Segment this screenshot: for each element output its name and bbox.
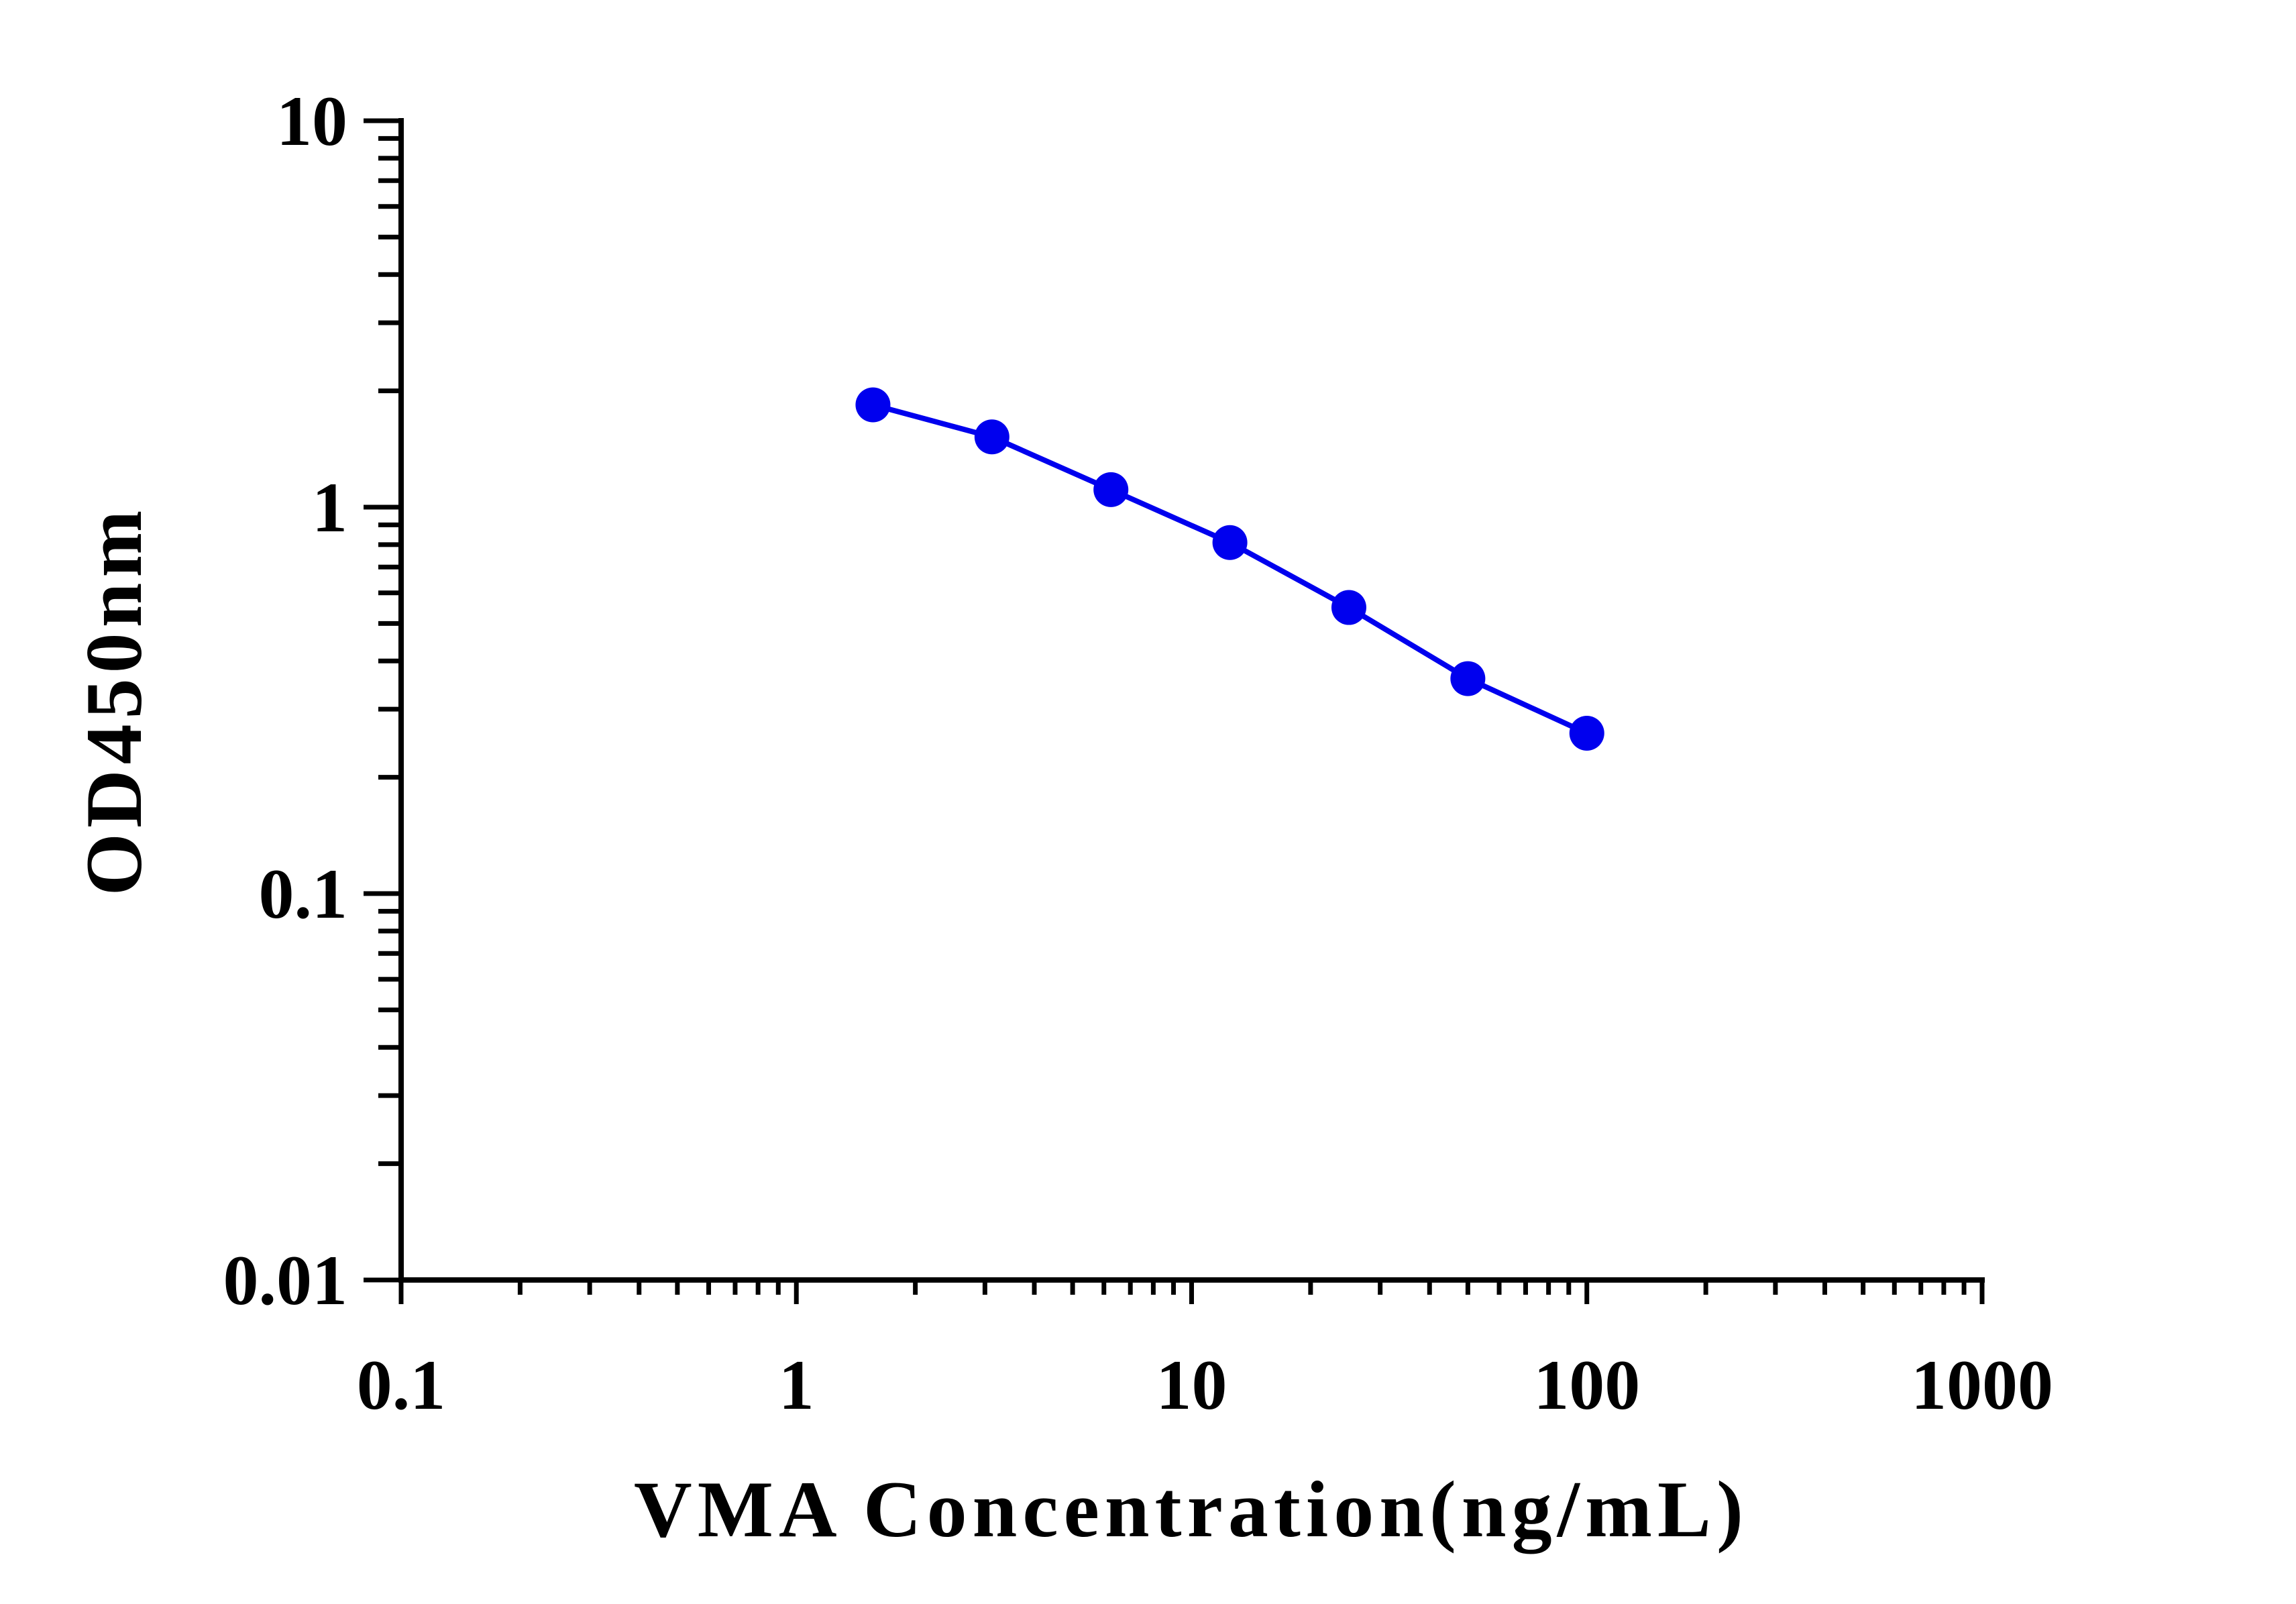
data-point — [1569, 715, 1604, 751]
y-tick-label: 0.1 — [259, 855, 348, 933]
ticks-layer — [364, 118, 1985, 1304]
x-tick-label: 1 — [779, 1346, 814, 1424]
data-point — [1331, 590, 1366, 625]
data-point — [974, 419, 1009, 455]
x-tick-label: 10 — [1156, 1346, 1227, 1424]
series-layer — [855, 387, 1604, 751]
y-tick-label: 10 — [276, 82, 347, 160]
x-tick-label: 0.1 — [357, 1346, 446, 1424]
x-tick-label: 100 — [1533, 1346, 1640, 1424]
y-tick-label: 1 — [312, 468, 347, 547]
x-axis-title: VMA Concentration(ng/mL) — [634, 1464, 1749, 1554]
data-point — [1093, 472, 1129, 507]
data-point — [1212, 525, 1248, 560]
data-point — [1450, 661, 1486, 696]
data-point — [855, 387, 891, 423]
y-axis-title: OD450nm — [69, 505, 158, 896]
y-tick-label: 0.01 — [223, 1241, 348, 1320]
x-tick-label: 1000 — [1911, 1346, 2053, 1424]
